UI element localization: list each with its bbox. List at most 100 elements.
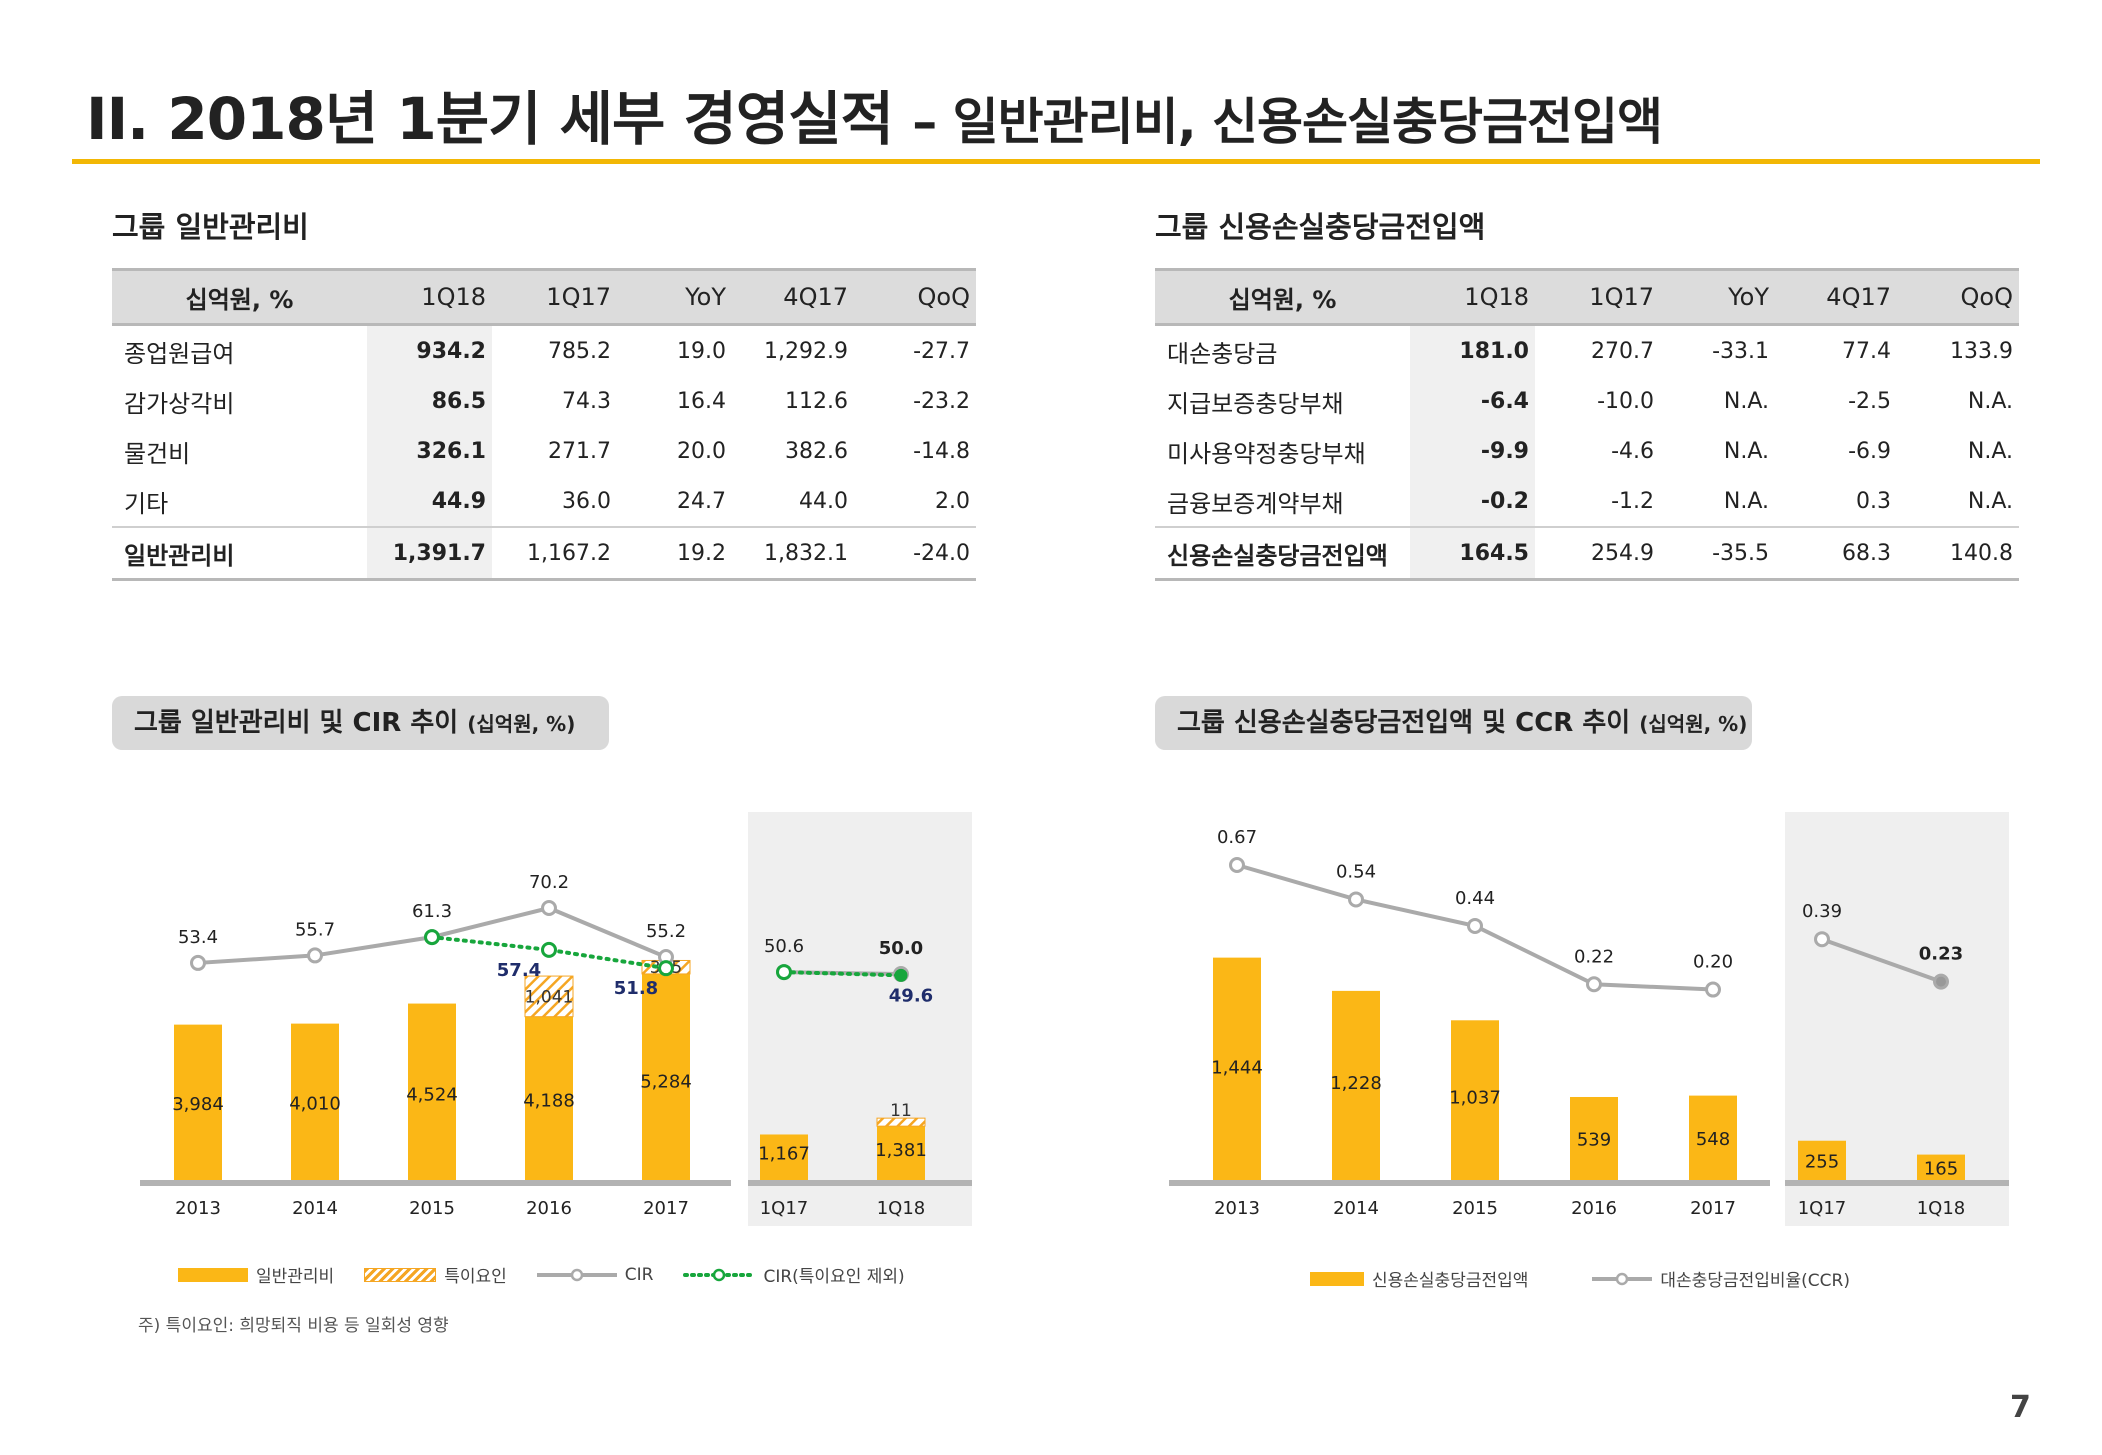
legend-swatch-bar [178, 1267, 248, 1282]
x-axis-line [140, 1180, 731, 1186]
legend-swatch-ccr [1592, 1272, 1653, 1285]
row-label: 종업원급여 [124, 339, 235, 368]
right-chart-title: 그룹 신용손실충당금전입액 및 CCR 추이 (십억원, %) [1155, 696, 1752, 750]
table-row: 지급보증충당부채 -6.4 -10.0 N.A. -2.5 N.A. [1155, 376, 2019, 426]
a-special-label: 1,041 [525, 987, 574, 1007]
table-cell: 270.7 [1591, 338, 1654, 364]
table-cell: 1,832.1 [732, 526, 854, 581]
legend-swatch-special [364, 1267, 437, 1282]
a-cir-label: 61.3 [412, 901, 452, 922]
a-category-label: 2016 [1571, 1198, 1617, 1219]
row-label: 대손충당금 [1167, 339, 1278, 368]
table-cell: -1.2 [1611, 488, 1654, 514]
header-cell: YoY [617, 268, 732, 326]
header-cell: 1Q17 [1535, 268, 1660, 326]
table-cell: 0.3 [1856, 488, 1891, 514]
header-cell: 4Q17 [1775, 268, 1897, 326]
table-cell: 382.6 [785, 438, 848, 464]
a-ccr-point [1348, 891, 1364, 908]
table-cell: 1,292.9 [764, 338, 848, 364]
table-cell: -14.8 [913, 438, 970, 464]
table-cell: 24.7 [677, 488, 726, 514]
table-cell: -4.6 [1611, 438, 1654, 464]
header-cell: 4Q17 [732, 268, 854, 326]
table-cell: 77.4 [1842, 338, 1891, 364]
table-cell: N.A. [1723, 388, 1769, 414]
q-cir-ex-point [776, 964, 792, 981]
q-cir-label: 50.0 [879, 938, 923, 959]
title-divider [72, 159, 2040, 164]
a-cir-label: 70.2 [529, 872, 569, 893]
a-ccr-label: 0.22 [1574, 946, 1614, 967]
q-bar [877, 1126, 925, 1180]
page-number: 7 [2010, 1390, 2031, 1425]
header-cell: 1Q18 [367, 268, 492, 326]
q-cir-ex-point [894, 968, 908, 982]
table-cell: N.A. [1723, 488, 1769, 514]
table-cell: 785.2 [548, 338, 611, 364]
table-cell: N.A. [1967, 438, 2013, 464]
a-ccr-point [1467, 917, 1483, 934]
table-total-row: 신용손실충당금전입액 164.5 254.9 -35.5 68.3 140.8 [1155, 526, 2019, 581]
a-bar [1332, 990, 1380, 1180]
legend-label: 특이요인 [444, 1267, 507, 1287]
a-bar [1689, 1095, 1737, 1180]
a-bar [525, 1016, 573, 1180]
q-bar-label: 165 [1924, 1158, 1958, 1179]
table-cell: -6.4 [1410, 376, 1535, 426]
row-label: 기타 [124, 489, 169, 518]
a-bar-label: 4,188 [523, 1091, 575, 1112]
a-category-label: 2017 [1690, 1198, 1736, 1219]
a-category-label: 2015 [409, 1198, 455, 1219]
table-cell: 20.0 [677, 438, 726, 464]
q-category-label: 1Q17 [1798, 1198, 1847, 1219]
table-cell: 140.8 [1897, 526, 2019, 581]
legend-swatch-bar [1310, 1271, 1364, 1286]
legend-label: 대손충당금전입비율(CCR) [1660, 1271, 1850, 1291]
a-category-label: 2013 [1214, 1198, 1260, 1219]
q-special-bar [876, 1117, 926, 1127]
q-ccr-point [1933, 973, 1949, 990]
a-category-label: 2013 [175, 1198, 221, 1219]
a-cir-ex-point [424, 929, 440, 946]
a-ccr-label: 0.54 [1336, 861, 1376, 882]
table-total-row: 일반관리비 1,391.7 1,167.2 19.2 1,832.1 -24.0 [112, 526, 976, 581]
a-ccr-label: 0.44 [1455, 888, 1495, 909]
table-cell: -6.9 [1848, 438, 1891, 464]
a-bar [1570, 1096, 1618, 1180]
left-table-title: 그룹 일반관리비 [112, 210, 309, 244]
row-label: 일반관리비 [112, 526, 367, 581]
header-cell: 1Q18 [1410, 268, 1535, 326]
right-table-title: 그룹 신용손실충당금전입액 [1155, 210, 1486, 244]
table-cell: -33.1 [1712, 338, 1769, 364]
expense-table: 십억원, % 1Q18 1Q17 YoY 4Q17 QoQ 종업원급여 934.2… [112, 268, 976, 581]
a-category-label: 2014 [292, 1198, 338, 1219]
row-label: 미사용약정충당부채 [1167, 439, 1366, 468]
legend-swatch-cir-ex [683, 1268, 756, 1281]
a-cir-point [307, 947, 323, 964]
a-category-label: 2016 [526, 1198, 572, 1219]
table-cell: 68.3 [1775, 526, 1897, 581]
page-title: II. 2018년 1분기 세부 경영실적 – 일반관리비, 신용손실충당금전입… [86, 85, 1663, 153]
table-row: 종업원급여 934.2 785.2 19.0 1,292.9 -27.7 [112, 324, 976, 376]
row-label: 감가상각비 [124, 389, 235, 418]
table-cell: -27.7 [913, 338, 970, 364]
a-bar [1451, 1020, 1499, 1180]
table-cell: 36.0 [562, 488, 611, 514]
x-axis-line [1785, 1180, 2009, 1186]
a-ccr-point [1229, 857, 1245, 873]
q-ccr-label: 0.39 [1802, 901, 1842, 922]
legend-label: 신용손실충당금전입액 [1372, 1271, 1529, 1291]
header-cell: 십억원, % [112, 268, 367, 326]
table-row: 미사용약정충당부채 -9.9 -4.6 N.A. -6.9 N.A. [1155, 426, 2019, 476]
legend-label: 일반관리비 [256, 1267, 335, 1287]
a-bar-label: 3,984 [172, 1094, 224, 1115]
legend-swatch-cir [536, 1268, 617, 1281]
table-cell: 86.5 [367, 376, 492, 426]
header-cell: 1Q17 [492, 268, 617, 326]
q-bar-label: 1,381 [875, 1140, 927, 1161]
a-cir-label: 53.4 [178, 927, 218, 948]
table-cell: 19.0 [677, 338, 726, 364]
right-legend: 신용손실충당금전입액 대손충당금전입비율(CCR) [1310, 1266, 1850, 1291]
a-bar [642, 973, 690, 1180]
